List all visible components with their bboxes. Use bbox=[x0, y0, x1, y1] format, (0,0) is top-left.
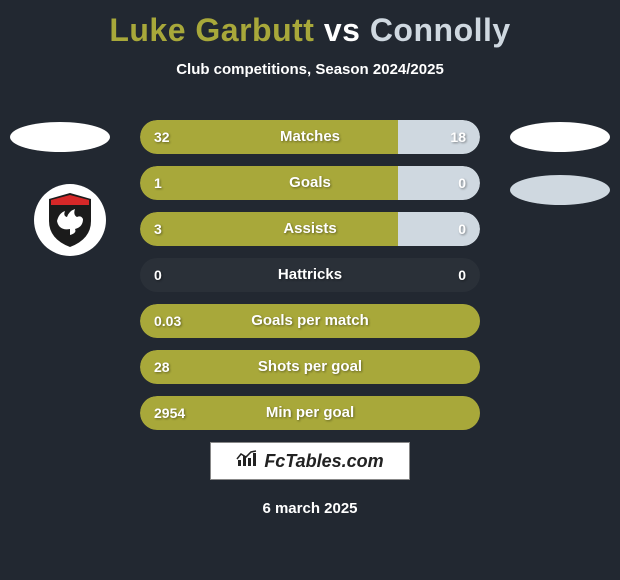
stat-row: 28Shots per goal bbox=[140, 350, 480, 384]
stat-row: 2954Min per goal bbox=[140, 396, 480, 430]
stat-label: Hattricks bbox=[140, 258, 480, 292]
stats-container: 3218Matches 10Goals 30Assists 00Hattricks 0.… bbox=[140, 120, 480, 442]
player1-name: Luke Garbutt bbox=[109, 12, 314, 48]
player2-badge bbox=[510, 122, 610, 152]
comparison-title: Luke Garbutt vs Connolly bbox=[0, 0, 620, 49]
stat-row: 00Hattricks bbox=[140, 258, 480, 292]
player2-name: Connolly bbox=[370, 12, 511, 48]
player1-club-logo bbox=[34, 184, 106, 256]
stat-label: Min per goal bbox=[140, 396, 480, 430]
subtitle: Club competitions, Season 2024/2025 bbox=[0, 61, 620, 78]
chart-icon bbox=[236, 450, 258, 473]
stat-label: Assists bbox=[140, 212, 480, 246]
stat-row: 0.03Goals per match bbox=[140, 304, 480, 338]
stat-label: Shots per goal bbox=[140, 350, 480, 384]
fctables-text: FcTables.com bbox=[264, 451, 383, 472]
stat-label: Matches bbox=[140, 120, 480, 154]
stat-row: 3218Matches bbox=[140, 120, 480, 154]
player1-badge bbox=[10, 122, 110, 152]
player2-badge-secondary bbox=[510, 175, 610, 205]
fctables-branding: FcTables.com bbox=[210, 442, 410, 480]
vs-label: vs bbox=[324, 12, 361, 48]
stat-label: Goals per match bbox=[140, 304, 480, 338]
date-label: 6 march 2025 bbox=[0, 500, 620, 517]
club-shield-icon bbox=[45, 191, 95, 249]
stat-row: 30Assists bbox=[140, 212, 480, 246]
stat-row: 10Goals bbox=[140, 166, 480, 200]
stat-label: Goals bbox=[140, 166, 480, 200]
